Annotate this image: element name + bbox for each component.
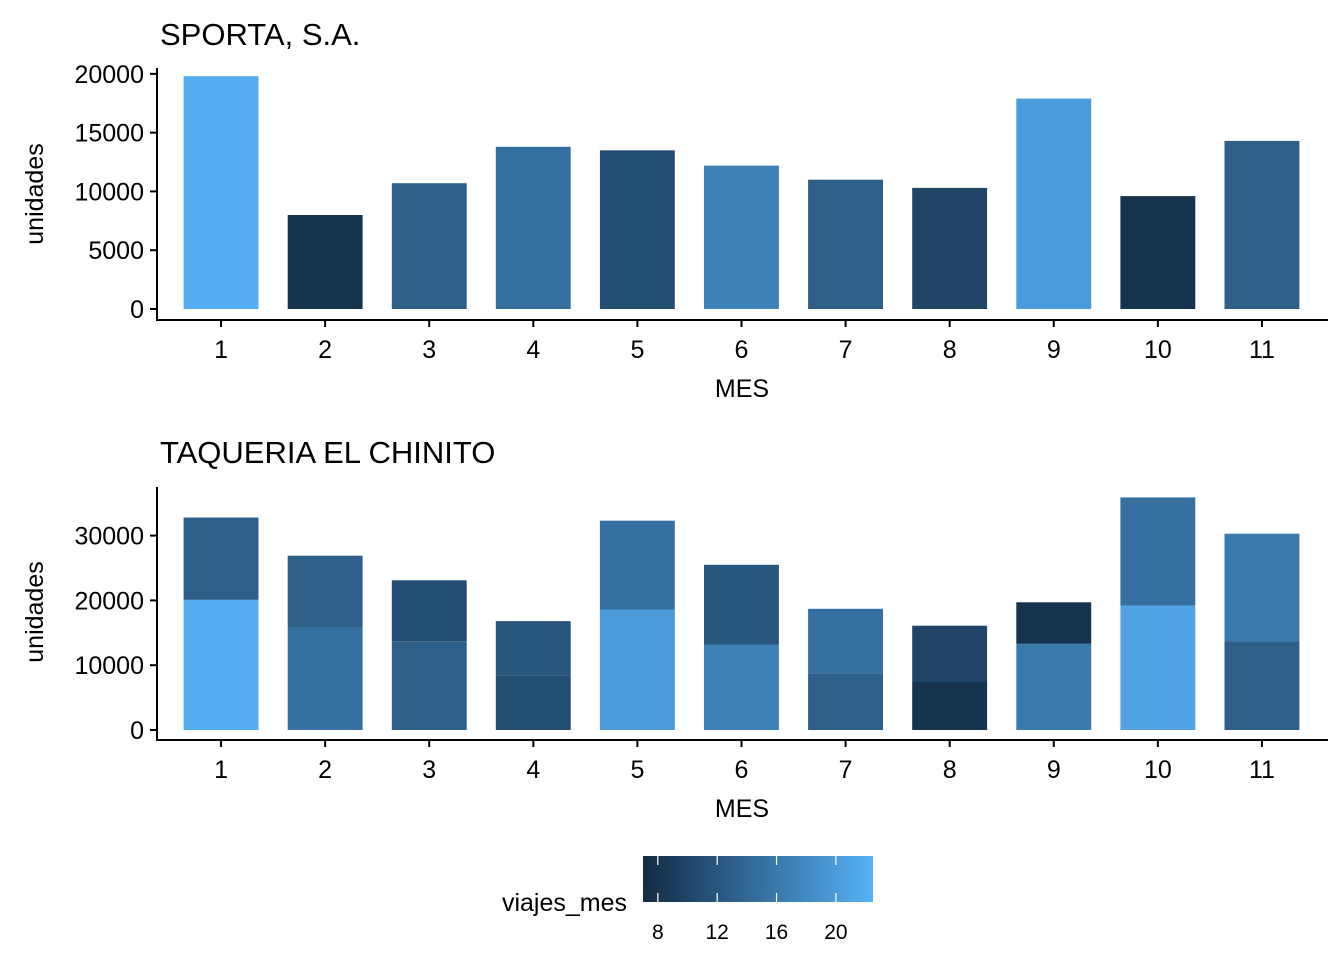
- x-tick-label: 11: [1249, 336, 1275, 364]
- y-tick-label: 20000: [74, 61, 144, 89]
- x-tick-label: 7: [839, 756, 853, 784]
- x-axis-label: MES: [715, 375, 769, 403]
- legend-tick-label: 16: [765, 921, 788, 944]
- bar-mes-2-segment-2: [287, 555, 363, 627]
- bar-mes-10-segment-1: [1120, 605, 1196, 730]
- chart-title: SPORTA, S.A.: [160, 17, 360, 52]
- bar-mes-9-segment-1: [1016, 643, 1092, 730]
- y-tick-label: 10000: [74, 178, 144, 206]
- x-tick-label: 6: [735, 336, 749, 364]
- x-tick-label: 2: [318, 336, 332, 364]
- y-axis-ticks: 0 10000 20000 30000: [74, 523, 157, 745]
- bar-mes-3-segment-2: [391, 580, 467, 642]
- legend-tick-label: 20: [824, 921, 847, 944]
- x-tick-label: 10: [1144, 336, 1172, 364]
- x-tick-label: 4: [526, 756, 540, 784]
- bar-mes-2: [287, 215, 363, 309]
- x-tick-label: 2: [318, 756, 332, 784]
- y-axis-label: unidades: [21, 143, 49, 244]
- bar-mes-5-segment-1: [599, 609, 675, 730]
- legend-tick-label: 12: [706, 921, 729, 944]
- x-tick-label: 6: [735, 756, 749, 784]
- bar-mes-5-segment-2: [599, 520, 675, 610]
- y-tick-label: 0: [130, 296, 144, 324]
- bar-mes-5: [599, 150, 675, 309]
- y-tick-label: 15000: [74, 120, 144, 148]
- bar-mes-11-segment-2: [1224, 533, 1300, 642]
- x-tick-label: 9: [1047, 336, 1061, 364]
- bar-mes-6-segment-1: [704, 644, 779, 730]
- y-tick-label: 30000: [74, 523, 144, 551]
- chart-panel-sporta: SPORTA, S.A. unidades MES 0 5000 10000 1500…: [21, 17, 1328, 403]
- legend-ticks: 8 12 16 20: [652, 856, 848, 944]
- x-tick-label: 8: [943, 336, 957, 364]
- x-axis-ticks: 1 2 3 4 5 6 7 8 9 10 11: [214, 740, 1275, 784]
- x-tick-label: 10: [1144, 756, 1172, 784]
- bar-mes-8: [912, 187, 988, 309]
- y-axis-ticks: 0 5000 10000 15000 20000: [74, 61, 157, 324]
- bar-mes-4-segment-2: [495, 621, 571, 676]
- bar-mes-2-segment-1: [287, 627, 363, 730]
- x-tick-label: 8: [943, 756, 957, 784]
- x-tick-label: 1: [214, 756, 228, 784]
- bar-mes-6-segment-2: [704, 564, 779, 645]
- bar-mes-8-segment-2: [912, 625, 988, 683]
- bar-mes-10-segment-2: [1120, 497, 1196, 606]
- color-legend: viajes_mes 8 12 16 20: [502, 856, 873, 944]
- x-tick-label: 3: [422, 336, 436, 364]
- x-tick-label: 1: [214, 336, 228, 364]
- y-tick-label: 5000: [88, 237, 144, 265]
- x-tick-label: 5: [630, 756, 644, 784]
- legend-tick-label: 8: [652, 921, 664, 944]
- x-tick-label: 5: [630, 336, 644, 364]
- bar-mes-1: [183, 76, 259, 309]
- x-tick-label: 7: [839, 336, 853, 364]
- x-tick-label: 3: [422, 756, 436, 784]
- x-axis-ticks: 1 2 3 4 5 6 7 8 9 10 11: [214, 320, 1275, 364]
- bar-mes-7-segment-2: [808, 608, 883, 674]
- bar-mes-11-segment-1: [1224, 641, 1300, 730]
- bar-mes-4: [495, 146, 571, 309]
- bars: [183, 76, 1300, 309]
- bar-mes-3-segment-1: [391, 641, 467, 730]
- x-axis-label: MES: [715, 795, 769, 823]
- x-tick-label: 9: [1047, 756, 1061, 784]
- bar-mes-11: [1224, 140, 1300, 309]
- bar-mes-8-segment-1: [912, 682, 988, 730]
- legend-colorbar: [643, 856, 873, 902]
- bar-mes-9: [1016, 98, 1092, 309]
- bar-mes-9-segment-2: [1016, 602, 1092, 644]
- y-tick-label: 0: [130, 717, 144, 745]
- chart-panel-taqueria: TAQUERIA EL CHINITO unidades MES 0 10000 2…: [21, 435, 1328, 823]
- bar-mes-1-segment-2: [183, 517, 259, 600]
- legend-title: viajes_mes: [502, 889, 627, 917]
- bar-mes-7-segment-1: [808, 673, 883, 730]
- bar-mes-3: [391, 183, 467, 309]
- y-tick-label: 20000: [74, 587, 144, 615]
- y-tick-label: 10000: [74, 652, 144, 680]
- bars: [183, 497, 1300, 730]
- x-tick-label: 11: [1249, 756, 1275, 784]
- bar-mes-4-segment-1: [495, 675, 571, 730]
- bar-mes-6: [704, 165, 779, 309]
- bar-mes-7: [808, 179, 883, 309]
- y-axis-label: unidades: [21, 561, 49, 662]
- chart-title: TAQUERIA EL CHINITO: [160, 435, 495, 470]
- x-tick-label: 4: [526, 336, 540, 364]
- bar-mes-10: [1120, 196, 1196, 309]
- bar-mes-1-segment-1: [183, 599, 259, 730]
